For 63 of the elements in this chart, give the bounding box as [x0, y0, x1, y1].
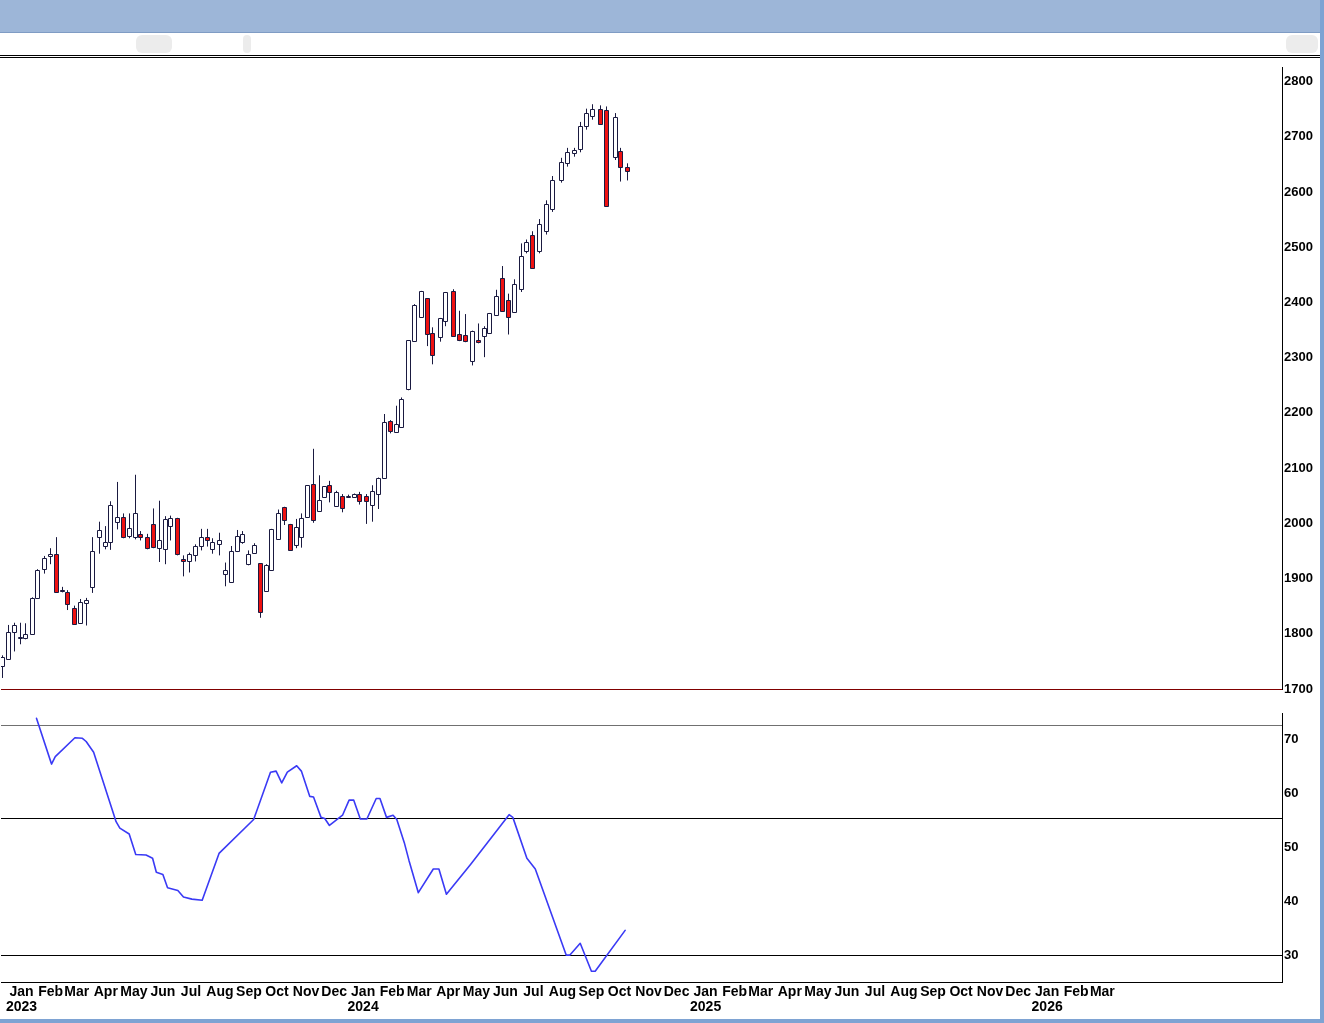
- x-tick-label: Jul: [180, 983, 202, 1000]
- x-tick-label: Jan 2026: [1031, 983, 1063, 1014]
- y-tick-label: 2200: [1284, 404, 1313, 420]
- candlestick: [175, 517, 180, 556]
- candlestick: [90, 536, 95, 594]
- x-tick-label: Mar: [406, 983, 433, 1000]
- x-tick-label: May: [120, 983, 148, 1000]
- x-tick-label: Sep: [578, 983, 605, 1000]
- x-tick-label: Oct: [607, 983, 632, 1000]
- y-tick-label: 60: [1284, 785, 1299, 801]
- y-tick-label: 2500: [1284, 238, 1313, 254]
- x-tick-label: Aug: [890, 983, 918, 1000]
- x-tick-label: Dec: [1005, 983, 1032, 1000]
- x-tick-label: Mar: [64, 983, 90, 1000]
- x-tick-label: Jan 2025: [690, 983, 722, 1014]
- y-tick-label: 2400: [1284, 294, 1313, 310]
- x-tick-label: Jun: [492, 983, 518, 1000]
- candlestick: [537, 218, 542, 254]
- x-tick-label: Nov: [292, 983, 320, 1000]
- y-tick-label: 2000: [1284, 514, 1313, 530]
- x-tick-label: Aug: [548, 983, 577, 1000]
- y-tick-label: 2700: [1284, 128, 1313, 144]
- candlestick: [65, 589, 70, 611]
- x-tick-label: Nov: [976, 983, 1004, 1000]
- y-tick-label: 30: [1284, 946, 1299, 962]
- x-tick-label: Jan 2023: [6, 983, 38, 1014]
- x-tick-label: Jul: [864, 983, 886, 1000]
- x-tick-label: Feb: [1063, 983, 1089, 1000]
- y-tick-label: 2300: [1284, 349, 1313, 365]
- x-tick-label: Dec: [321, 983, 348, 1000]
- x-tick-label: Aug: [206, 983, 234, 1000]
- candlestick: [97, 521, 102, 555]
- candlestick: [217, 532, 222, 556]
- x-tick-label: Feb: [38, 983, 64, 1000]
- x-tick-label: Nov: [635, 983, 662, 1000]
- x-tick-label: Apr: [436, 983, 461, 1000]
- x-tick-label: Feb: [722, 983, 748, 1000]
- y-tick-label: 70: [1284, 731, 1299, 747]
- y-tick-label: 1900: [1284, 570, 1313, 586]
- x-tick-label: Mar: [748, 983, 774, 1000]
- x-tick-label: Jul: [523, 983, 544, 1000]
- x-tick-label: Jan 2024: [347, 983, 379, 1014]
- x-tick-label: Jun: [150, 983, 176, 1000]
- x-tick-label: Feb: [379, 983, 405, 1000]
- x-tick-label: Jun: [834, 983, 860, 1000]
- y-tick-label: 1700: [1284, 680, 1313, 696]
- x-tick-label: Oct: [949, 983, 974, 1000]
- y-tick-label: 2600: [1284, 183, 1313, 199]
- x-tick-label: Apr: [777, 983, 803, 1000]
- y-tick-label: 2800: [1284, 73, 1313, 89]
- x-tick-label: Dec: [663, 983, 690, 1000]
- x-tick-label: Sep: [920, 983, 946, 1000]
- candlestick: [519, 242, 524, 293]
- x-tick-label: Sep: [236, 983, 262, 1000]
- y-tick-label: 2100: [1284, 459, 1313, 475]
- y-tick-label: 50: [1284, 839, 1299, 855]
- x-tick-label: May: [804, 983, 832, 1000]
- x-tick-label: Oct: [265, 983, 290, 1000]
- y-tick-label: 1800: [1284, 625, 1313, 641]
- y-tick-label: 40: [1284, 892, 1299, 908]
- x-tick-label: Apr: [93, 983, 119, 1000]
- x-tick-label: May: [462, 983, 491, 1000]
- x-tick-label: Mar: [1089, 983, 1116, 1000]
